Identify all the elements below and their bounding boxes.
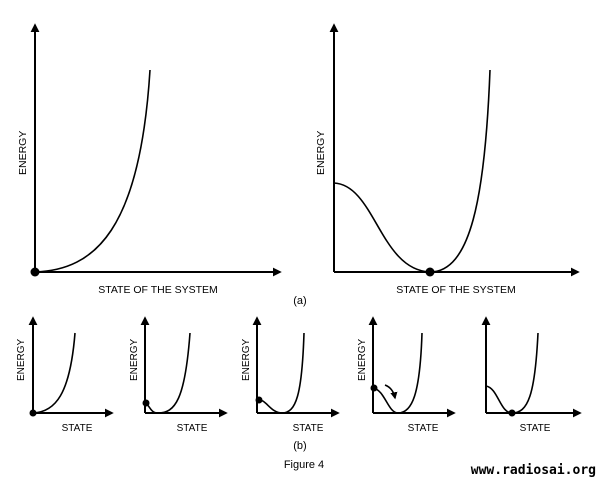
x-axis-label: STATE [293, 423, 324, 434]
energy-curve [144, 332, 191, 414]
large-panel-1: ENERGY STATE OF THE SYSTEM [17, 23, 282, 296]
energy-curve [372, 332, 423, 414]
x-axis-label: STATE OF THE SYSTEM [396, 284, 516, 296]
sub-label-a: (a) [293, 295, 306, 307]
x-axis-label: STATE [62, 423, 93, 434]
y-axis-label: ENERGY [129, 338, 140, 381]
x-axis-label: STATE [520, 423, 551, 434]
y-axis-label: ENERGY [17, 131, 29, 175]
small-panel-4: ENERGY STATE [357, 316, 456, 434]
energy-curve [32, 332, 76, 414]
state-ball [425, 267, 435, 277]
energy-curve [34, 69, 151, 273]
x-axis-label: STATE OF THE SYSTEM [98, 284, 218, 296]
energy-curve [333, 69, 491, 273]
figure-caption: Figure 4 [284, 459, 324, 471]
y-axis-label: ENERGY [315, 131, 327, 175]
small-panel-3: ENERGY STATE [241, 316, 340, 434]
large-panel-2: ENERGY STATE OF THE SYSTEM [315, 23, 580, 296]
state-ball [508, 409, 516, 417]
energy-curve [256, 332, 305, 414]
energy-curve [485, 332, 539, 414]
small-panel-1: ENERGY STATE [16, 316, 114, 434]
y-axis-label: ENERGY [241, 338, 252, 381]
watermark: www.radiosai.org [471, 463, 596, 478]
x-axis-label: STATE [408, 423, 439, 434]
state-ball [370, 384, 378, 392]
state-ball [29, 409, 37, 417]
state-ball [142, 399, 150, 407]
small-panel-5: STATE [481, 316, 582, 434]
y-axis-label: ENERGY [16, 338, 27, 381]
y-axis-label: ENERGY [357, 338, 368, 381]
state-ball [30, 267, 40, 277]
state-ball [255, 396, 263, 404]
roll-down-arrow-icon [384, 384, 398, 400]
x-axis-label: STATE [177, 423, 208, 434]
sub-label-b: (b) [293, 440, 306, 452]
small-panel-2: ENERGY STATE [129, 316, 228, 434]
